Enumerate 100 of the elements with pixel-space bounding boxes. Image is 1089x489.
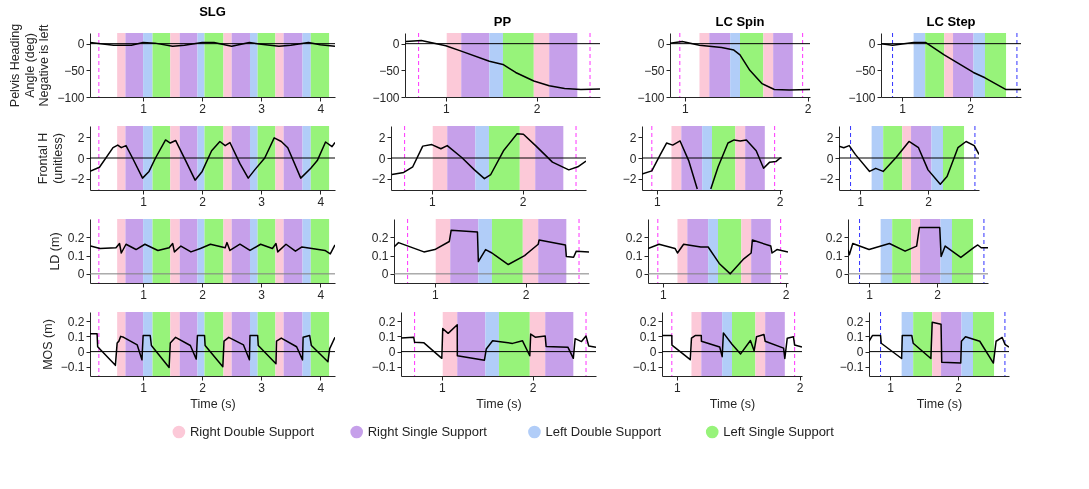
x-tick-label: 1 [140,380,148,395]
y-tick-label: 0 [826,151,834,166]
chart-title: PP [493,14,512,29]
x-axis-title: Time (s) [916,396,963,411]
y-tick-label: 0.2 [371,230,389,245]
x-tick-label: 4 [317,380,325,395]
y-tick-label: 0 [388,345,396,360]
y-tick-label: 0.2 [625,230,643,245]
y-tick-label: −100 [637,90,665,105]
x-tick-label: 1 [438,380,446,395]
y-tick-label: 2 [77,130,85,145]
x-axis-title: Time (s) [476,396,522,411]
y-tick-label: −2 [70,172,85,187]
y-axis-title: Pelvis Heading Angle (deg) Negative is left [8,23,52,108]
y-tick-label: 0 [629,151,637,166]
x-tick-label: 2 [782,287,790,302]
x-axis-title: Time (s) [190,396,236,411]
y-tick-label: 0.2 [825,230,843,245]
y-tick-label: 0.1 [825,249,843,264]
x-tick-label: 2 [529,380,537,395]
y-tick-label: 0.2 [846,314,864,329]
y-tick-label: −50 [379,63,400,78]
x-tick-label: 1 [442,101,450,116]
y-tick-label: −0.1 [839,360,864,375]
x-tick-label: 2 [776,194,784,209]
chart-title: SLG [199,4,226,20]
y-tick-label: 0 [381,267,389,282]
y-tick-label: 0 [635,267,643,282]
x-tick-label: 1 [857,194,865,209]
y-tick-label: 0.1 [371,249,389,264]
y-tick-label: −2 [371,172,386,187]
x-tick-label: 2 [925,194,933,209]
x-tick-label: 3 [258,194,266,209]
y-tick-label: −100 [848,90,876,105]
y-tick-label: −2 [622,172,637,187]
x-tick-label: 2 [522,287,530,302]
x-tick-label: 1 [140,101,148,116]
y-tick-label: 0 [835,267,843,282]
y-tick-label: 0 [392,37,400,52]
y-tick-label: 0 [77,37,85,52]
x-tick-label: 1 [431,287,439,302]
y-tick-label: 0 [77,151,85,166]
x-tick-label: 2 [955,380,963,395]
x-tick-label: 1 [653,194,661,209]
y-tick-label: 2 [629,130,637,145]
y-tick-label: −100 [372,90,400,105]
y-tick-label: −50 [855,63,876,78]
x-tick-label: 1 [428,194,436,209]
y-tick-label: 2 [378,130,386,145]
y-tick-label: 0 [77,267,85,282]
x-tick-label: 2 [199,101,207,116]
x-tick-label: 2 [967,101,975,116]
x-tick-label: 4 [317,287,325,302]
y-tick-label: 0.2 [67,314,85,329]
x-tick-label: 2 [804,101,812,116]
y-tick-label: 0.1 [67,329,85,344]
y-tick-label: 0 [378,151,386,166]
x-tick-label: 1 [887,380,895,395]
y-tick-label: 0.2 [67,230,85,245]
x-tick-label: 2 [199,380,207,395]
category-label: Left Single Support [723,424,835,439]
y-tick-label: −0.1 [632,360,657,375]
x-tick-label: 1 [899,101,907,116]
y-tick-label: 0.1 [625,249,643,264]
x-tick-label: 4 [317,101,325,116]
x-tick-label: 1 [659,287,667,302]
y-tick-label: 0 [77,345,85,360]
y-tick-label: −0.1 [60,360,85,375]
category-label: Left Double Support [545,424,662,439]
x-tick-label: 1 [866,287,874,302]
y-tick-label: −0.1 [371,360,396,375]
y-tick-label: 0.1 [378,329,396,344]
x-tick-label: 2 [934,287,942,302]
category-label: Right Double Support [189,424,315,439]
category-label: Right Single Support [367,424,488,439]
x-tick-label: 1 [681,101,689,116]
x-tick-label: 2 [199,194,207,209]
y-tick-label: 2 [826,130,834,145]
y-tick-label: 0 [657,37,665,52]
x-tick-label: 3 [258,101,266,116]
x-tick-label: 2 [796,380,804,395]
x-tick-label: 1 [673,380,681,395]
y-tick-label: −50 [64,63,85,78]
y-tick-label: 0.1 [67,249,85,264]
x-tick-label: 2 [199,287,207,302]
y-axis-title: Frontal H (unitless) [36,132,65,185]
x-axis-title: Time (s) [709,396,756,411]
chart-title: LC Spin [715,14,765,29]
y-tick-label: 0 [856,345,864,360]
y-tick-label: 0.2 [639,314,657,329]
x-tick-label: 2 [519,194,527,209]
y-tick-label: 0.2 [378,314,396,329]
y-tick-label: −50 [644,63,665,78]
y-tick-label: 0 [868,37,876,52]
x-tick-label: 3 [258,380,266,395]
y-tick-label: 0 [649,345,657,360]
y-axis-title: LD (m) [47,232,62,271]
y-tick-label: −100 [57,90,85,105]
y-axis-title: MOS (m) [40,319,55,370]
y-tick-label: 0.1 [639,329,657,344]
